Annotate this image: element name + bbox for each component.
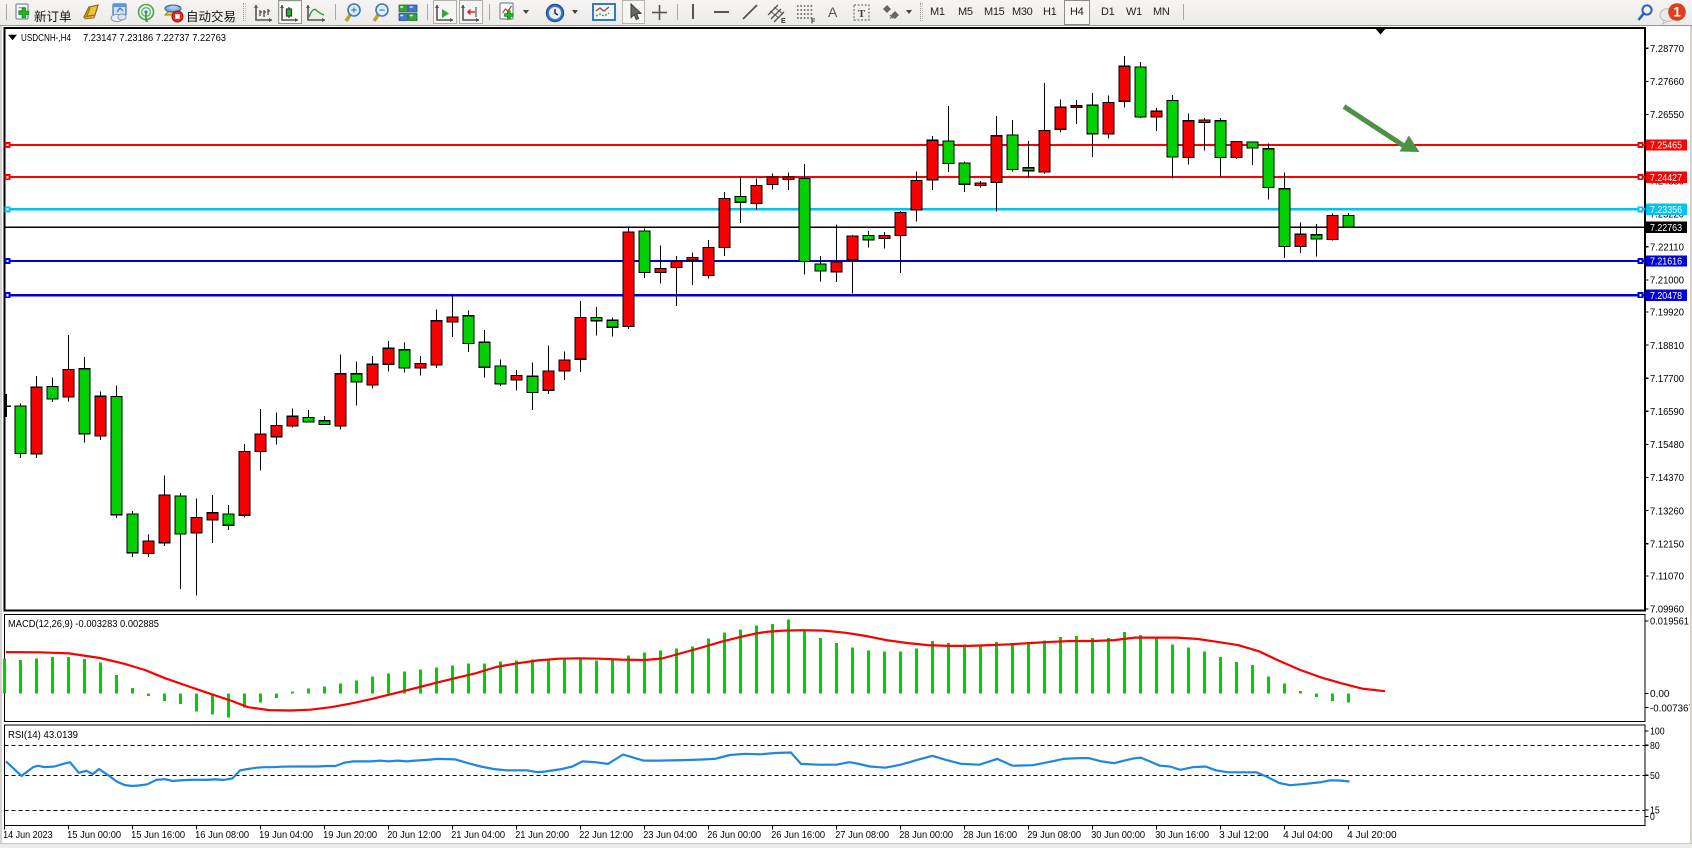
- svg-text:19 Jun 04:00: 19 Jun 04:00: [259, 829, 313, 841]
- svg-text:3 Jul 12:00: 3 Jul 12:00: [1219, 829, 1269, 841]
- svg-text:7.21000: 7.21000: [1650, 275, 1684, 287]
- svg-text:RSI(14) 43.0139: RSI(14) 43.0139: [8, 729, 78, 741]
- svg-text:21 Jun 20:00: 21 Jun 20:00: [515, 829, 569, 841]
- svg-text:0.019561: 0.019561: [1650, 616, 1689, 628]
- svg-text:7.20478: 7.20478: [1650, 290, 1682, 302]
- svg-text:7.24427: 7.24427: [1650, 172, 1682, 184]
- svg-text:80: 80: [1650, 740, 1660, 752]
- svg-text:7.11070: 7.11070: [1650, 571, 1684, 583]
- svg-text:27 Jun 08:00: 27 Jun 08:00: [835, 829, 889, 841]
- svg-text:7.19920: 7.19920: [1650, 307, 1684, 319]
- svg-text:7.23147 7.23186 7.22737 7.2276: 7.23147 7.23186 7.22737 7.22763: [83, 32, 226, 44]
- svg-text:16 Jun 08:00: 16 Jun 08:00: [195, 829, 249, 841]
- svg-text:7.22110: 7.22110: [1650, 242, 1684, 254]
- svg-text:-0.007367: -0.007367: [1650, 702, 1692, 714]
- svg-text:15 Jun 16:00: 15 Jun 16:00: [131, 829, 185, 841]
- svg-text:7.26550: 7.26550: [1650, 109, 1684, 121]
- svg-text:7.28770: 7.28770: [1650, 43, 1684, 55]
- svg-text:26 Jun 16:00: 26 Jun 16:00: [771, 829, 825, 841]
- svg-text:7.21616: 7.21616: [1650, 256, 1682, 268]
- svg-text:4 Jul 20:00: 4 Jul 20:00: [1347, 829, 1397, 841]
- svg-text:7.15480: 7.15480: [1650, 439, 1684, 451]
- svg-text:28 Jun 16:00: 28 Jun 16:00: [963, 829, 1017, 841]
- svg-text:7.12150: 7.12150: [1650, 538, 1684, 550]
- svg-text:+: +: [351, 5, 357, 17]
- svg-text:F: F: [811, 19, 816, 25]
- svg-text:19 Jun 20:00: 19 Jun 20:00: [323, 829, 377, 841]
- svg-text:7.09960: 7.09960: [1650, 604, 1684, 616]
- svg-text:100: 100: [1650, 726, 1665, 738]
- svg-text:50: 50: [1650, 770, 1660, 782]
- svg-text:T: T: [858, 8, 866, 20]
- svg-text:0: 0: [1650, 811, 1655, 823]
- svg-text:29 Jun 08:00: 29 Jun 08:00: [1027, 829, 1081, 841]
- svg-text:15: 15: [1650, 805, 1660, 817]
- svg-text:E: E: [781, 18, 786, 24]
- svg-text:MACD(12,26,9) -0.003283 0.0028: MACD(12,26,9) -0.003283 0.002885: [8, 618, 159, 630]
- svg-text:7.22763: 7.22763: [1650, 222, 1682, 234]
- svg-text:−: −: [379, 5, 385, 17]
- svg-text:30 Jun 16:00: 30 Jun 16:00: [1155, 829, 1209, 841]
- svg-text:4 Jul 04:00: 4 Jul 04:00: [1283, 829, 1333, 841]
- svg-text:22 Jun 12:00: 22 Jun 12:00: [579, 829, 633, 841]
- svg-text:7.14370: 7.14370: [1650, 472, 1684, 484]
- svg-text:23 Jun 04:00: 23 Jun 04:00: [643, 829, 697, 841]
- svg-text:28 Jun 00:00: 28 Jun 00:00: [899, 829, 953, 841]
- svg-text:USDCNH-,H4: USDCNH-,H4: [21, 32, 71, 44]
- svg-text:14 Jun 2023: 14 Jun 2023: [3, 829, 53, 841]
- svg-text:7.25465: 7.25465: [1650, 140, 1682, 152]
- svg-text:26 Jun 00:00: 26 Jun 00:00: [707, 829, 761, 841]
- svg-text:7.17700: 7.17700: [1650, 373, 1684, 385]
- svg-text:0.00: 0.00: [1650, 688, 1670, 700]
- svg-text:7.23356: 7.23356: [1650, 204, 1682, 216]
- svg-text:1: 1: [1673, 5, 1681, 20]
- svg-text:7.13260: 7.13260: [1650, 505, 1684, 517]
- svg-text:7.18810: 7.18810: [1650, 340, 1684, 352]
- svg-text:30 Jun 00:00: 30 Jun 00:00: [1091, 829, 1145, 841]
- svg-text:15 Jun 00:00: 15 Jun 00:00: [67, 829, 121, 841]
- svg-text:7.27660: 7.27660: [1650, 76, 1684, 88]
- svg-text:20 Jun 12:00: 20 Jun 12:00: [387, 829, 441, 841]
- svg-text:21 Jun 04:00: 21 Jun 04:00: [451, 829, 505, 841]
- svg-text:7.16590: 7.16590: [1650, 406, 1684, 418]
